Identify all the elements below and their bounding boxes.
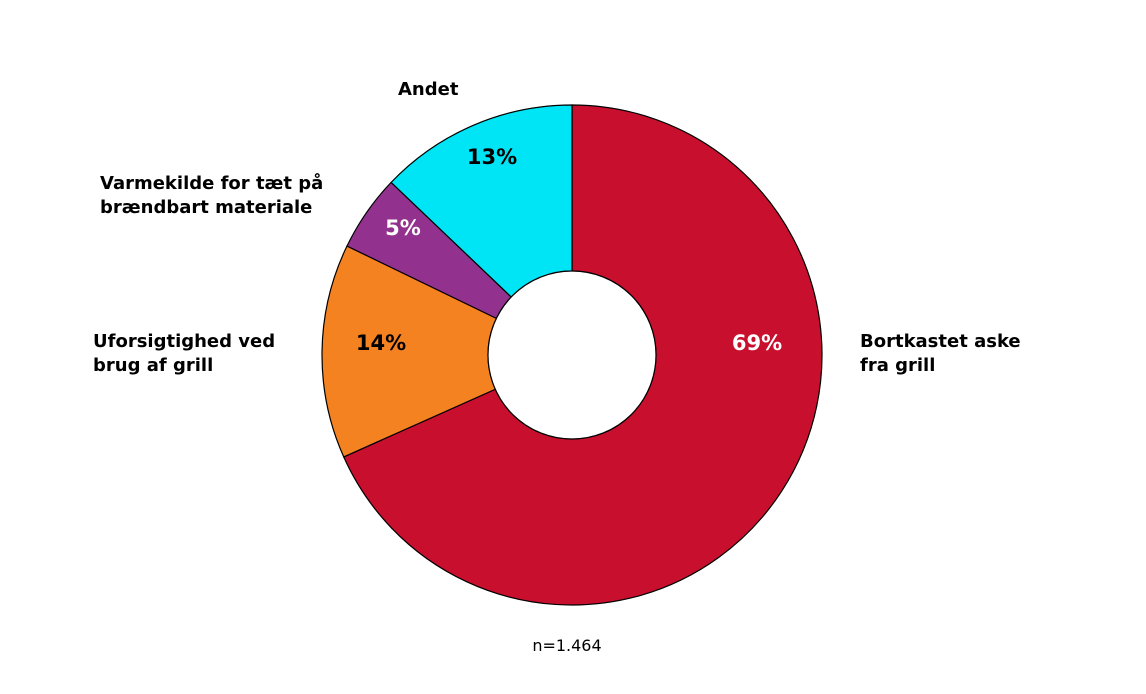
value-label: 13% (467, 145, 517, 169)
category-label: Varmekilde for tæt på brændbart material… (100, 173, 324, 218)
category-label: Uforsigtighed ved brug af grill (93, 331, 276, 376)
donut-hole (487, 270, 657, 440)
value-label: 69% (732, 331, 782, 355)
category-label: Bortkastet aske fra grill (860, 331, 1021, 376)
sample-note: n=1.464 (532, 636, 602, 655)
value-label: 14% (356, 331, 406, 355)
value-label: 5% (385, 216, 421, 240)
category-label: Andet (398, 79, 459, 100)
